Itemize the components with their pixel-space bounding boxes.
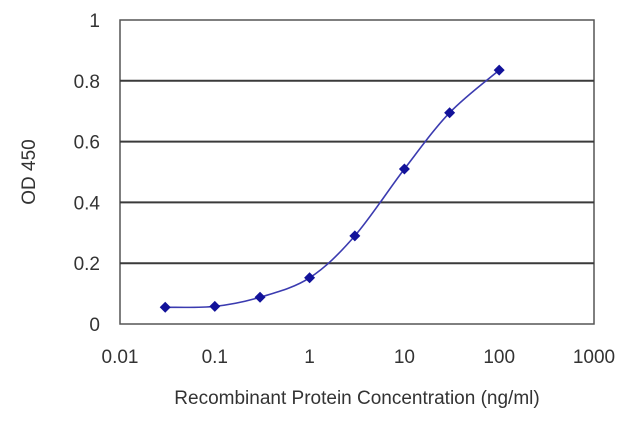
series-markers xyxy=(159,64,505,313)
x-tick-label: 10 xyxy=(394,347,415,368)
y-axis: 0 0.2 0.4 0.6 0.8 1 xyxy=(74,11,101,336)
x-tick-label: 1000 xyxy=(573,347,615,368)
y-tick-label: 0.2 xyxy=(74,254,100,275)
data-point xyxy=(254,291,266,303)
data-point xyxy=(398,163,410,175)
y-tick-label: 0.6 xyxy=(74,133,100,154)
data-point xyxy=(159,301,171,313)
data-point xyxy=(493,64,505,76)
data-point xyxy=(209,300,221,312)
y-tick-label: 0 xyxy=(89,315,100,336)
data-point xyxy=(444,107,456,119)
x-axis-title: Recombinant Protein Concentration (ng/ml… xyxy=(174,388,539,409)
data-point xyxy=(349,230,361,242)
plot-area xyxy=(119,19,595,325)
x-tick-label: 0.1 xyxy=(202,347,228,368)
y-axis-title: OD 450 xyxy=(19,139,40,204)
y-tick-label: 0.4 xyxy=(74,193,101,214)
data-point xyxy=(304,272,316,284)
x-axis: 0.01 0.1 1 10 100 1000 xyxy=(102,347,616,368)
gridlines xyxy=(120,79,594,265)
y-tick-label: 0.8 xyxy=(74,72,100,93)
x-tick-label: 100 xyxy=(483,347,515,368)
y-tick-label: 1 xyxy=(89,11,100,32)
x-tick-label: 0.01 xyxy=(102,347,139,368)
x-tick-label: 1 xyxy=(304,347,315,368)
